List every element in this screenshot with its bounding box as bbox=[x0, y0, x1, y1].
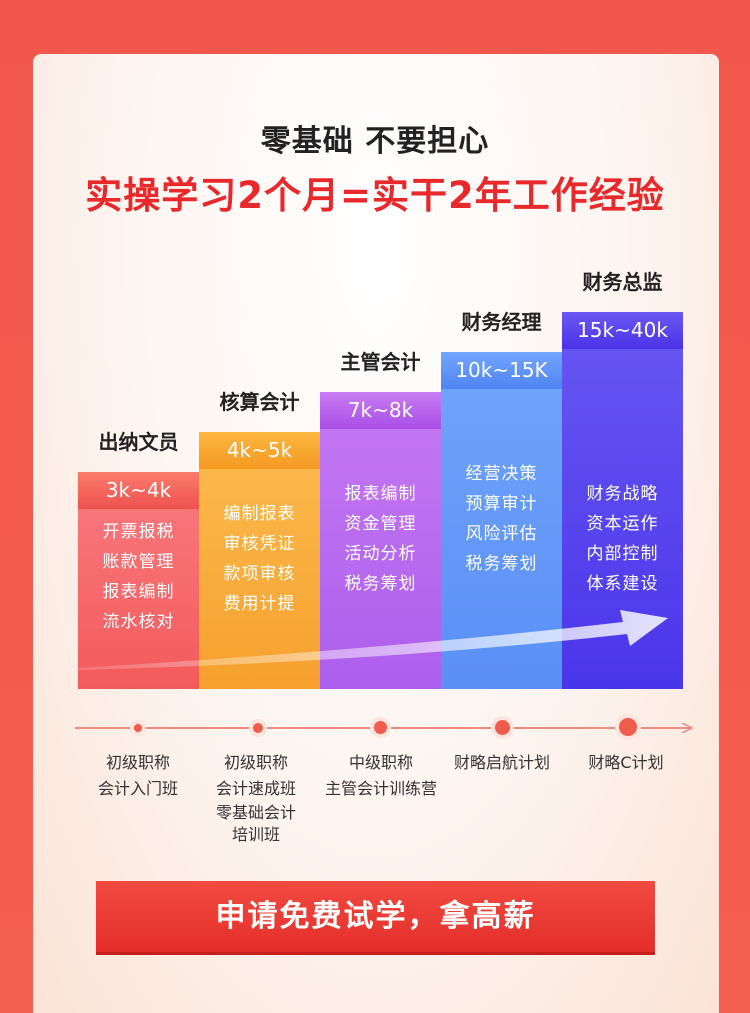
duty-item: 内部控制 bbox=[586, 544, 659, 564]
duty-item: 税务筹划 bbox=[465, 554, 538, 574]
duty-item: 费用计提 bbox=[223, 594, 296, 614]
duty-item: 风险评估 bbox=[465, 524, 538, 544]
salary-band: 7k~8k bbox=[320, 392, 441, 429]
duty-item: 预算审计 bbox=[465, 494, 538, 514]
duty-item: 审核凭证 bbox=[223, 534, 296, 554]
salary-band: 3k~4k bbox=[78, 472, 199, 509]
headline-reassure: 零基础 不要担心 bbox=[260, 124, 490, 159]
step-title: 核算会计 bbox=[219, 390, 300, 414]
duty-item: 报表编制 bbox=[102, 582, 175, 602]
duty-item: 体系建设 bbox=[586, 574, 659, 594]
salary-band: 15k~40k bbox=[562, 312, 683, 349]
timeline-dot bbox=[134, 724, 142, 732]
timeline-dot bbox=[495, 720, 510, 735]
timeline-dot bbox=[619, 718, 637, 736]
step-duties: 开票报税 账款管理 报表编制 流水核对 bbox=[78, 509, 199, 689]
salary-band: 4k~5k bbox=[199, 432, 320, 469]
duty-item: 经营决策 bbox=[465, 464, 538, 484]
step-title: 财务经理 bbox=[461, 310, 542, 334]
duty-item: 报表编制 bbox=[344, 484, 417, 504]
duty-item: 账款管理 bbox=[102, 552, 175, 572]
stage-course-4: 财略启航计划 bbox=[453, 753, 550, 772]
growth-arrow-icon bbox=[78, 610, 668, 670]
stage-course-3: 中级职称 主管会计训练营 bbox=[324, 753, 437, 798]
duty-item: 活动分析 bbox=[344, 544, 417, 564]
step-title: 出纳文员 bbox=[98, 430, 179, 454]
duty-item: 税务筹划 bbox=[344, 574, 417, 594]
stage-course-5: 财略C计划 bbox=[588, 753, 664, 772]
timeline-dot bbox=[374, 721, 387, 734]
timeline-arrow-icon bbox=[682, 723, 694, 733]
duty-item: 财务战略 bbox=[586, 484, 659, 504]
duty-item: 开票报税 bbox=[102, 522, 175, 542]
duty-item: 资本运作 bbox=[586, 514, 659, 534]
duty-item: 编制报表 bbox=[223, 504, 296, 524]
salary-band: 10k~15K bbox=[441, 352, 562, 389]
duty-item: 资金管理 bbox=[344, 514, 417, 534]
stage-course-2: 初级职称 会计速成班 零基础会计 培训班 bbox=[215, 753, 296, 844]
stage-course-1: 初级职称 会计入门班 bbox=[97, 753, 178, 798]
timeline-dot bbox=[253, 723, 263, 733]
step-duties: 编制报表 审核凭证 款项审核 费用计提 bbox=[199, 469, 320, 689]
duty-item: 款项审核 bbox=[223, 564, 296, 584]
headline-promise: 实操学习2个月=实干2年工作经验 bbox=[85, 174, 665, 217]
duty-item: 流水核对 bbox=[102, 612, 175, 632]
apply-free-trial-button[interactable]: 申请免费试学，拿高薪 bbox=[96, 881, 655, 952]
step-title: 主管会计 bbox=[340, 350, 421, 374]
step-title: 财务总监 bbox=[582, 270, 663, 294]
